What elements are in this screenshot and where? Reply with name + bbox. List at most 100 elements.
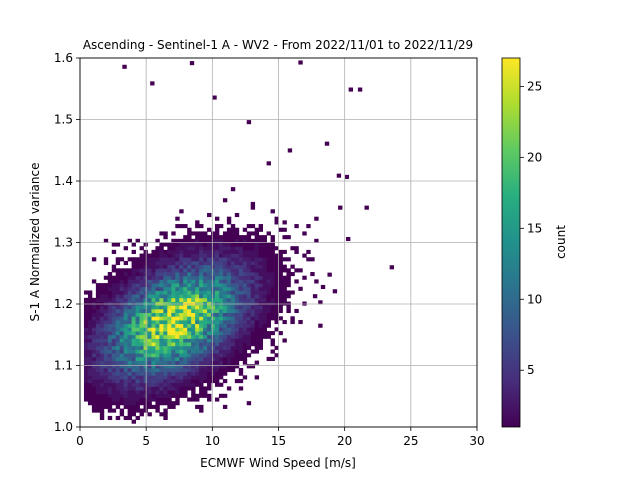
histogram-cell [135, 272, 140, 277]
histogram-cell [95, 301, 101, 306]
histogram-cell [270, 301, 275, 306]
histogram-cell [234, 231, 240, 236]
histogram-cell [143, 264, 148, 269]
histogram-cell [211, 316, 216, 321]
histogram-cell [246, 249, 252, 254]
histogram-cell [199, 279, 204, 284]
histogram-cell [195, 249, 200, 254]
histogram-cell [274, 294, 279, 299]
histogram-cell [171, 390, 176, 395]
histogram-cell [203, 283, 208, 288]
histogram-cell [127, 327, 133, 332]
histogram-cell [99, 349, 105, 354]
histogram-cell [238, 301, 244, 306]
histogram-cell [127, 275, 133, 280]
histogram-cell [127, 415, 133, 421]
histogram-cell [242, 283, 248, 288]
histogram-cell [226, 364, 232, 369]
histogram-cell [183, 312, 188, 317]
histogram-cell [306, 249, 311, 254]
histogram-cell [155, 360, 160, 365]
histogram-cell [191, 345, 196, 350]
histogram-cell [336, 173, 342, 178]
histogram-cell [282, 257, 287, 262]
histogram-cell [230, 249, 236, 254]
histogram-cell [191, 272, 196, 277]
histogram-cell [191, 393, 196, 398]
histogram-cell [258, 283, 264, 288]
histogram-cell [191, 305, 196, 310]
histogram-cell [294, 224, 299, 229]
histogram-cell [131, 379, 136, 384]
histogram-cell [87, 290, 93, 295]
histogram-cell [179, 349, 184, 354]
y-tick-label: 1.3 [54, 236, 73, 250]
histogram-cell [91, 297, 97, 302]
histogram-cell [203, 297, 208, 302]
histogram-cell [103, 275, 109, 280]
histogram-cell [127, 308, 133, 314]
histogram-cell [95, 319, 101, 325]
histogram-cell [95, 397, 101, 402]
histogram-cell [199, 393, 204, 398]
x-tick-label: 0 [76, 434, 84, 448]
histogram-cell [218, 260, 224, 266]
histogram-cell [175, 345, 180, 350]
histogram-cell [103, 331, 109, 336]
histogram-cell [103, 390, 109, 395]
histogram-cell [159, 367, 164, 373]
histogram-cell [214, 316, 220, 321]
histogram-cell [95, 294, 101, 299]
histogram-cell [199, 290, 204, 295]
histogram-cell [171, 323, 176, 328]
histogram-cell [238, 371, 244, 376]
histogram-cell [155, 390, 160, 395]
histogram-cell [91, 319, 97, 325]
histogram-cell [171, 356, 176, 361]
histogram-cell [183, 364, 188, 369]
histogram-cell [207, 283, 212, 288]
histogram-cell [250, 238, 256, 243]
histogram-cell [238, 367, 244, 373]
histogram-cell [262, 334, 267, 339]
histogram-cell [222, 342, 228, 347]
histogram-cell [91, 367, 97, 373]
histogram-cell [234, 331, 240, 336]
histogram-cell [222, 249, 228, 254]
histogram-cell [147, 294, 152, 299]
histogram-cell [250, 205, 256, 210]
histogram-cell [143, 242, 148, 247]
histogram-cell [211, 338, 216, 343]
histogram-cell [183, 342, 188, 347]
histogram-cell [115, 242, 121, 247]
histogram-cell [258, 286, 264, 291]
histogram-cell [167, 264, 172, 269]
histogram-cell [95, 375, 101, 380]
histogram-cell [107, 297, 113, 302]
histogram-cell [254, 272, 260, 277]
histogram-cell [163, 308, 168, 314]
histogram-cell [238, 275, 244, 280]
histogram-cell [187, 279, 192, 284]
histogram-cell [99, 331, 105, 336]
histogram-cell [298, 319, 303, 325]
histogram-cell [214, 312, 220, 317]
histogram-cell [199, 275, 204, 280]
histogram-cell [203, 356, 208, 361]
histogram-cell [119, 257, 125, 262]
histogram-cell [131, 338, 136, 343]
histogram-cell [111, 356, 117, 361]
histogram-cell [99, 334, 105, 339]
x-axis-label: ECMWF Wind Speed [m/s] [200, 456, 356, 470]
histogram-cell [238, 297, 244, 302]
histogram-cell [183, 297, 188, 302]
histogram-cell [83, 323, 89, 328]
histogram-cell [115, 308, 121, 314]
histogram-cell [91, 342, 97, 347]
histogram-cell [211, 294, 216, 299]
histogram-cell [324, 141, 330, 146]
histogram-cell [159, 246, 164, 251]
histogram-cell [218, 301, 224, 306]
histogram-cell [187, 386, 192, 391]
colorbar-tick-label: 25 [527, 79, 542, 93]
